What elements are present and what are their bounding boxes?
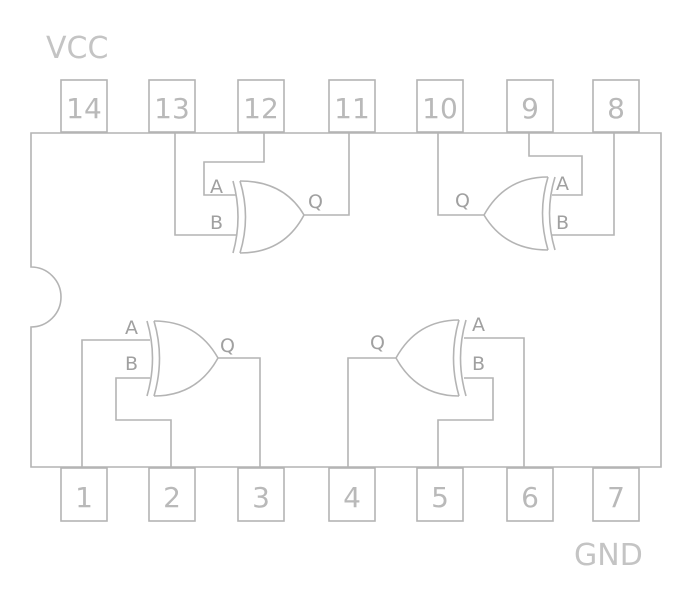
wire-pin8-b [552, 133, 615, 236]
pin-14-label: 14 [66, 92, 102, 125]
pin-7-label: 7 [607, 481, 625, 514]
pin-5: 5 [416, 467, 464, 522]
wire-pin11-q [304, 133, 350, 216]
wire-pin13-b [174, 133, 236, 236]
gate-4-input-a: A [472, 314, 485, 336]
gate-3-output-q: Q [220, 335, 235, 357]
chip-body [30, 132, 662, 468]
pin-10: 10 [416, 79, 464, 133]
gate-3-input-b: B [125, 353, 138, 375]
pin-8: 8 [592, 79, 640, 133]
pin-1: 1 [60, 467, 108, 522]
wire-pin10-q [437, 133, 484, 216]
top-pins: 14 13 12 11 10 9 8 [60, 79, 640, 133]
gate-3-input-a: A [125, 317, 138, 339]
xor-gate-1: A B Q [210, 176, 323, 254]
pin-14: 14 [60, 79, 108, 133]
gate-2-output-q: Q [455, 190, 470, 212]
gate-1-output-q: Q [308, 191, 323, 213]
pin-7: 7 [592, 467, 640, 522]
wire-pin5-b [437, 377, 494, 467]
pin-13: 13 [148, 79, 196, 133]
wire-pin1-a [81, 339, 150, 467]
pin-11-label: 11 [334, 92, 370, 125]
vcc-label: VCC [46, 31, 108, 66]
pin-3: 3 [237, 467, 285, 522]
xor-gate-3: A B Q [125, 317, 235, 397]
pin-6: 6 [506, 467, 554, 522]
gate-2-input-b: B [556, 212, 569, 234]
xor-gate-2: A B Q [455, 173, 569, 251]
pin-12: 12 [237, 79, 285, 133]
wire-pin12-a [203, 133, 265, 196]
pin-8-label: 8 [607, 92, 625, 125]
wire-pin2-b [115, 377, 172, 467]
pin-4: 4 [328, 467, 376, 522]
bottom-pins: 1 2 3 4 5 6 7 [60, 467, 640, 522]
pin-10-label: 10 [422, 92, 458, 125]
pin-4-label: 4 [343, 481, 361, 514]
pin-11: 11 [328, 79, 376, 133]
gate-4-output-q: Q [370, 332, 385, 354]
gate-2-input-a: A [556, 173, 569, 195]
wire-pin6-a [464, 337, 525, 467]
pin-6-label: 6 [521, 481, 539, 514]
pin-2: 2 [148, 467, 196, 522]
gate-1-input-a: A [210, 176, 223, 198]
gate-4-input-b: B [472, 353, 485, 375]
gnd-label: GND [574, 538, 643, 573]
wire-pin9-a [528, 133, 583, 196]
pin-5-label: 5 [431, 481, 449, 514]
wire-pin4-q [347, 357, 396, 467]
wire-pin3-q [218, 357, 261, 467]
pin-9-label: 9 [521, 92, 539, 125]
pin-2-label: 2 [163, 481, 181, 514]
gate-1-input-b: B [210, 212, 223, 234]
pin-12-label: 12 [243, 92, 279, 125]
pin-3-label: 3 [252, 481, 270, 514]
pin-1-label: 1 [75, 481, 93, 514]
pin-13-label: 13 [154, 92, 190, 125]
xor-gate-4: A B Q [370, 314, 485, 397]
wires [81, 133, 615, 467]
pin-9: 9 [506, 79, 554, 133]
